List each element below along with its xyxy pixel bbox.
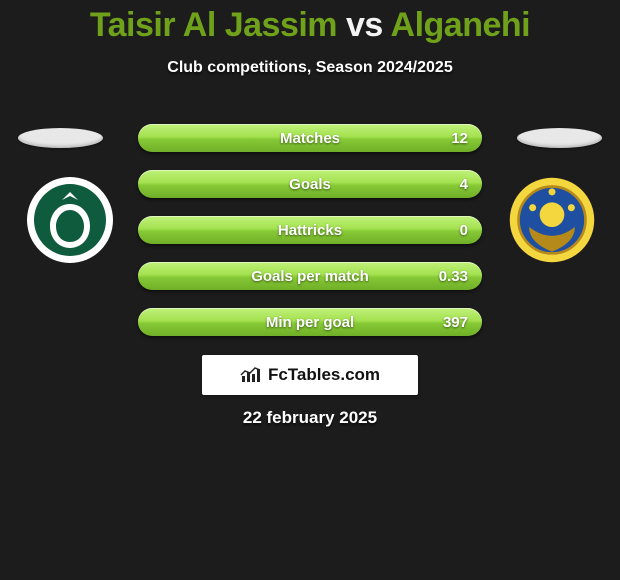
stat-label: Min per goal (138, 314, 482, 331)
chart-icon (240, 366, 262, 384)
stat-label: Hattricks (138, 222, 482, 239)
club-crest-right (502, 176, 602, 264)
vs-word: vs (346, 6, 383, 44)
subtitle: Club competitions, Season 2024/2025 (0, 59, 620, 77)
stat-row: Matches12 (138, 124, 482, 152)
stat-value-right: 4 (460, 176, 468, 193)
stat-row: Goals per match0.33 (138, 262, 482, 290)
player1-name: Taisir Al Jassim (90, 6, 337, 44)
stat-label: Goals (138, 176, 482, 193)
player2-name: Alganehi (391, 6, 531, 44)
brand-text: FcTables.com (268, 365, 380, 385)
brand-badge[interactable]: FcTables.com (202, 355, 418, 395)
club-crest-left (20, 176, 120, 264)
stat-value-right: 0.33 (439, 268, 468, 285)
stats-list: Matches12 Goals4 Hattricks0 Goals per match… (138, 124, 482, 354)
stat-row: Hattricks0 (138, 216, 482, 244)
stat-row: Goals4 (138, 170, 482, 198)
stat-value-right: 0 (460, 222, 468, 239)
stat-value-right: 12 (451, 130, 468, 147)
stat-row: Min per goal397 (138, 308, 482, 336)
stat-label: Goals per match (138, 268, 482, 285)
stat-label: Matches (138, 130, 482, 147)
footer-date: 22 february 2025 (0, 408, 620, 428)
player1-flag-placeholder (18, 128, 103, 148)
page-title: Taisir Al Jassim vs Alganehi (0, 0, 620, 45)
stat-value-right: 397 (443, 314, 468, 331)
comparison-card: Taisir Al Jassim vs Alganehi Club compet… (0, 0, 620, 580)
player2-flag-placeholder (517, 128, 602, 148)
